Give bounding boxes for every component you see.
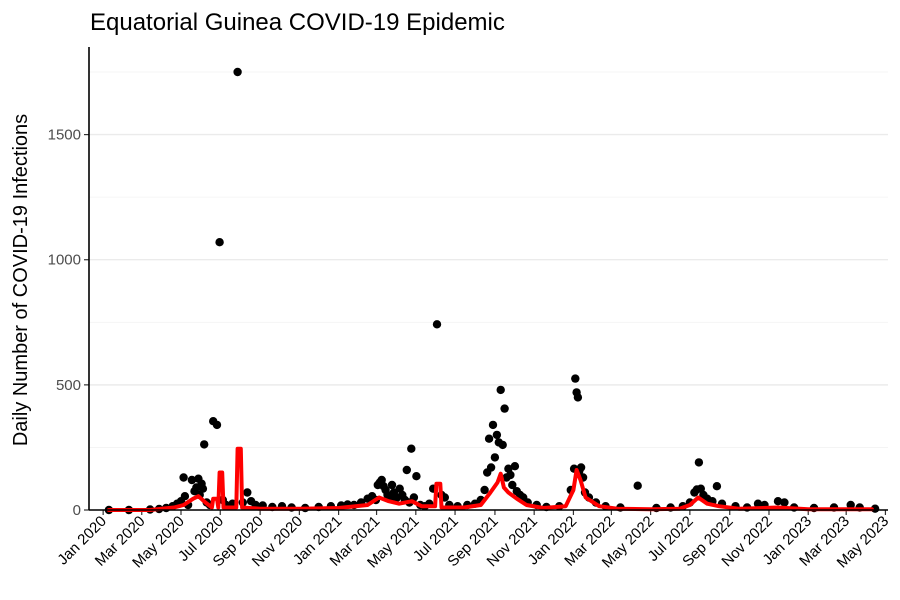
- trend-line: [106, 446, 874, 512]
- y-axis-label: Daily Number of COVID-19 Infections: [10, 114, 32, 446]
- data-point: [506, 470, 515, 480]
- data-point: [407, 444, 416, 453]
- data-point: [508, 480, 517, 490]
- data-point: [243, 488, 252, 497]
- data-point: [500, 404, 509, 413]
- y-tick-labels: 0 500 1000 1500: [48, 127, 89, 519]
- data-point: [492, 430, 502, 440]
- data-point: [571, 374, 580, 383]
- data-point: [480, 485, 489, 495]
- data-point: [198, 484, 208, 493]
- data-point: [233, 67, 242, 77]
- data-point: [780, 498, 789, 507]
- data-point: [200, 440, 209, 449]
- grid-lines: [89, 71, 888, 511]
- data-point: [504, 464, 513, 473]
- data-point: [496, 385, 505, 395]
- data-point: [395, 484, 404, 493]
- data-point: [633, 481, 642, 490]
- data-point: [712, 482, 722, 491]
- data-point: [573, 393, 583, 402]
- data-point: [486, 463, 496, 472]
- data-point: [576, 463, 586, 472]
- data-point: [694, 458, 704, 467]
- data-point: [187, 475, 197, 485]
- chart-title: Equatorial Guinea COVID-19 Epidemic: [90, 9, 505, 36]
- data-point: [215, 238, 224, 247]
- data-point: [846, 500, 855, 510]
- data-point: [387, 480, 397, 490]
- data-point: [179, 473, 188, 482]
- data-point: [402, 465, 411, 475]
- y-tick-label: 1000: [48, 252, 81, 269]
- data-point: [773, 497, 783, 506]
- data-point: [696, 484, 705, 493]
- data-point: [212, 420, 222, 430]
- y-tick-label: 500: [56, 377, 81, 394]
- data-point: [498, 440, 507, 450]
- y-tick-label: 0: [73, 502, 81, 519]
- y-tick-label: 1500: [48, 127, 81, 144]
- data-point: [432, 320, 442, 329]
- data-point: [510, 462, 520, 471]
- data-point: [488, 420, 498, 430]
- data-point: [490, 453, 500, 462]
- data-point: [180, 492, 190, 501]
- data-point: [753, 499, 763, 508]
- data-point: [484, 434, 494, 443]
- data-point: [412, 472, 421, 481]
